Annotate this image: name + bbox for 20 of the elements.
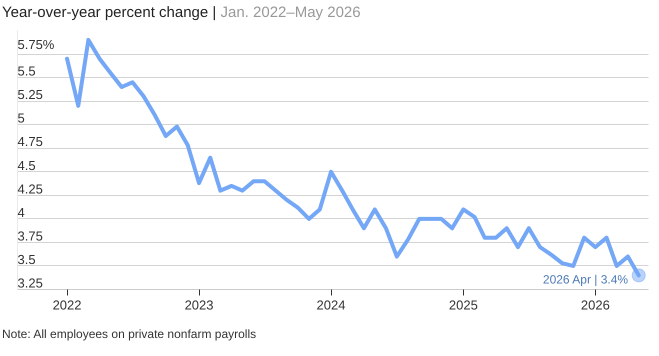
y-tick-label: 5: [18, 110, 25, 126]
y-tick-label: 4.25: [18, 181, 43, 196]
y-tick-label: 5.25: [18, 87, 43, 102]
x-tick-label: 2023: [184, 298, 214, 312]
y-tick-label: 3.5: [18, 252, 36, 267]
x-tick-label: 2025: [448, 298, 478, 312]
y-tick-label: 4.5: [18, 158, 36, 173]
text: Note: All employees on private nonfarm payrolls: [2, 326, 256, 343]
chart-subtitle: Jan. 2022–May 2026: [220, 4, 361, 21]
annotation: 2026 Apr | 3.4%: [542, 272, 628, 286]
y-tick-label: 3.75: [18, 228, 43, 244]
chart-title: Year-over-year percent change |: [2, 4, 216, 21]
y-tick-label: 4.75: [18, 134, 43, 150]
y-tick-label: 5.75%: [18, 37, 55, 52]
y-tick-label: 4: [18, 204, 25, 220]
x-tick-label: 2024: [316, 298, 346, 312]
x-tick-label: 2022: [52, 298, 82, 312]
x-tick-label: 2026: [580, 298, 610, 312]
y-tick-label: 3.25: [18, 276, 43, 290]
y-tick-label: 5.5: [18, 64, 36, 79]
